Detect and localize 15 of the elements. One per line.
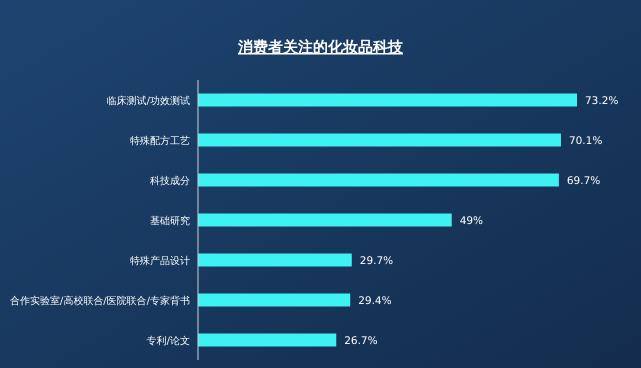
y-tick-label: 特殊产品设计	[130, 255, 190, 267]
data-label: 29.7%	[360, 255, 394, 267]
data-label: 26.7%	[344, 335, 378, 347]
y-tick-label: 基础研究	[150, 215, 190, 227]
data-label: 69.7%	[566, 175, 600, 187]
chart-title: 消费者关注的化妆品科技	[237, 38, 404, 56]
y-tick-label: 临床测试/功效测试	[106, 95, 190, 107]
y-tick-label: 特殊配方工艺	[130, 135, 190, 147]
data-label: 29.4%	[358, 295, 392, 307]
data-label: 49%	[460, 215, 484, 227]
data-label: 73.2%	[585, 95, 618, 107]
y-tick-label: 专利/论文	[146, 335, 190, 347]
y-tick-label: 合作实验室/高校联合/医院联合/专家背书	[10, 295, 190, 307]
y-tick-label: 科技成分	[150, 175, 190, 187]
data-label: 70.1%	[568, 135, 602, 147]
